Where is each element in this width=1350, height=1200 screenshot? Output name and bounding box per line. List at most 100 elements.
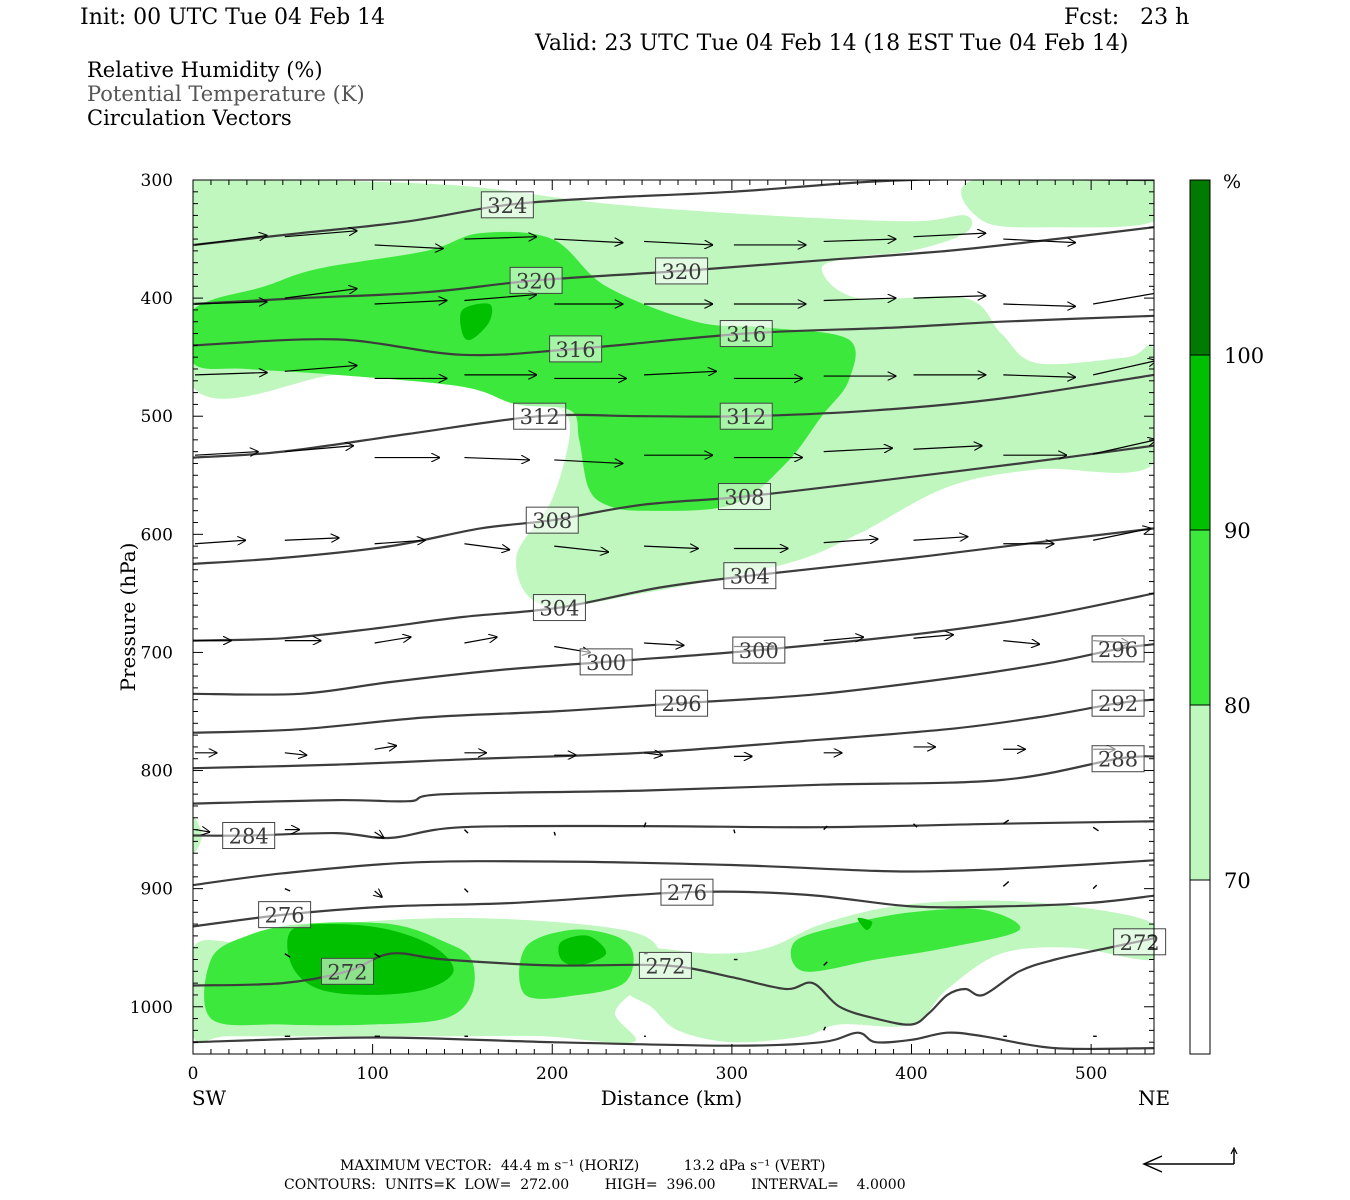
circulation-vector [464,543,509,550]
circulation-vector [284,953,291,958]
x-tick-label: 400 [895,1064,927,1084]
contour-label-text: 316 [556,338,596,362]
circulation-vector [913,823,918,828]
circulation-vector [464,237,536,239]
circulation-vector [1003,304,1075,306]
contour-label-box [719,402,773,430]
contour-label-box [532,594,586,622]
contour-label-text: 272 [327,960,367,984]
circulation-vector [374,953,381,958]
contour-label-text: 272 [645,954,685,978]
x-tick-label: 300 [716,1064,748,1084]
contour-label-320: 320 [509,266,563,294]
circulation-vector [284,888,291,892]
contour-label-text: 308 [532,509,572,533]
contour-label-box [655,257,709,285]
circulation-vector [644,241,712,245]
footer-contours: CONTOURS: UNITS=K LOW= 272.00 HIGH= 396.… [284,1177,906,1193]
circulation-vector [913,537,968,541]
theta-contour-268 [193,1031,1154,1051]
theta-contour-316 [193,314,1154,357]
contour-label-304: 304 [532,594,586,622]
circulation-vector [194,373,267,375]
y-tick-label: 300 [141,171,173,191]
theta-contour-280 [193,859,1154,887]
circulation-vector [284,231,357,238]
x-axis-label: Distance (km) [601,1086,743,1110]
contour-label-text: 304 [539,597,579,621]
contour-label-box [579,648,633,676]
rh-region-90 [857,917,873,931]
circulation-vector [823,961,828,966]
circulation-vector [554,545,608,552]
colorbar-unit: % [1223,171,1241,193]
legend-potential-temperature: Potential Temperature (K) [87,82,365,106]
contour-label-box [717,483,771,511]
colorbar-segment [1190,355,1210,530]
circulation-vector [284,289,357,299]
contour-label-308: 308 [525,506,579,534]
circulation-vector [823,539,878,543]
colorbar-frame [1189,179,1211,1055]
circulation-vector [194,236,267,246]
circulation-vector [644,643,684,645]
rh-region-70 [609,900,1154,1043]
circulation-vector [913,635,954,639]
contour-label-272: 272 [1113,928,1167,956]
rh-region-70 [961,180,1154,228]
contour-label-296: 296 [655,689,709,717]
circulation-vector [913,446,982,450]
circulation-vector [643,822,647,828]
contour-label-320: 320 [655,257,709,285]
colorbar-segment [1190,705,1210,880]
x-tick-label: 500 [1075,1064,1107,1084]
circulation-vector [1003,641,1039,645]
colorbar-level-label: 90 [1224,519,1251,543]
contour-label-text: 272 [1120,931,1160,955]
contour-label-276: 276 [660,878,714,906]
legend-relative-humidity: Relative Humidity (%) [87,58,323,82]
contour-label-text: 296 [1098,638,1138,662]
theta-contour-324 [193,180,1154,247]
circulation-vector [374,540,425,544]
contour-label-292: 292 [1091,689,1145,717]
circulation-vector [733,829,736,834]
contour-label-text: 312 [520,405,560,429]
circulation-vector [374,832,384,838]
theta-contour-288 [193,755,1154,805]
theta-contour-312 [193,373,1154,459]
circulation-vector [823,448,892,452]
contour-label-text: 308 [724,486,764,510]
contour-label-box [258,901,312,929]
circulation-vector [554,460,622,464]
y-tick-label: 500 [141,407,173,427]
contour-label-312: 312 [719,402,773,430]
circulation-vector [1093,292,1154,305]
circulation-vector [374,637,411,644]
circulation-vector [284,446,353,453]
rh-region-80 [790,908,1021,972]
contour-label-300: 300 [732,636,786,664]
contour-label-text: 300 [586,651,626,675]
init-time: Init: 00 UTC Tue 04 Feb 14 [80,5,386,30]
colorbar-level-label: 70 [1224,869,1251,893]
colorbar-segment [1190,530,1210,705]
contour-label-text: 324 [487,194,527,218]
contour-label-312: 312 [513,402,567,430]
circulation-vector [1003,239,1075,243]
colorbar-segment [1190,180,1210,355]
contour-label-box [320,957,374,985]
circulation-vector [1093,528,1150,541]
contour-label-text: 296 [662,692,702,716]
contour-label-box [525,506,579,534]
contour-label-box [660,878,714,906]
circulation-vector [1092,826,1099,832]
circulation-vector [823,298,896,300]
contour-label-272: 272 [638,951,692,979]
contour-label-304: 304 [723,562,777,590]
rh-region-90 [460,303,493,341]
theta-contour-308 [193,444,1154,565]
circulation-vector [644,546,698,548]
circulation-vector [194,540,245,544]
x-tick-label: 100 [356,1064,388,1084]
